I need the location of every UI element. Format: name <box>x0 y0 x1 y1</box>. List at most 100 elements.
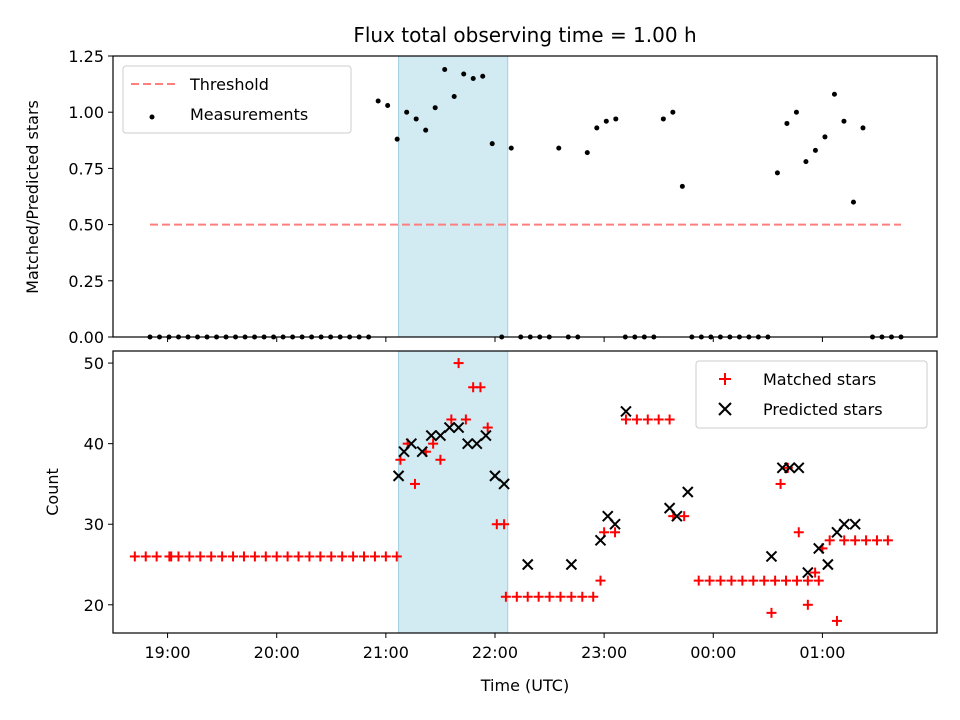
matched-star-point <box>770 575 781 586</box>
matched-star-point <box>653 414 664 425</box>
matched-star-point <box>173 551 184 562</box>
matched-star-point <box>460 414 471 425</box>
bottom-x-ticks: 19:00 20:00 21:00 22:00 23:00 00:00 01:00 <box>145 633 845 662</box>
measurement-point <box>461 71 467 77</box>
measurement-point <box>660 116 666 122</box>
predicted-star-point <box>443 421 456 434</box>
y-tick-label: 50 <box>84 354 104 373</box>
matched-star-point <box>446 414 457 425</box>
measurement-point <box>860 125 866 131</box>
bottom-legend-box <box>695 360 928 429</box>
predicted-star-point <box>498 478 510 490</box>
matched-star-point <box>824 535 835 546</box>
matched-star-point <box>359 551 370 562</box>
measurement-point <box>603 118 609 124</box>
y-tick-label: 30 <box>84 515 104 534</box>
matched-star-point <box>693 575 704 586</box>
matched-star-point <box>499 519 510 530</box>
legend-matched-label: Matched stars <box>763 370 876 389</box>
matched-star-point <box>588 591 599 602</box>
matched-star-point <box>566 591 577 602</box>
matched-star-point <box>140 551 151 562</box>
measurement-point <box>679 183 685 189</box>
matched-star-point <box>500 591 511 602</box>
predicted-star-point <box>671 510 683 522</box>
bottom-y-ticks: 20 30 40 50 <box>84 354 113 615</box>
matched-star-point <box>511 591 522 602</box>
predicted-star-point <box>416 446 428 458</box>
matched-star-point <box>184 551 195 562</box>
matched-star-point <box>129 551 140 562</box>
matched-star-point <box>737 575 748 586</box>
matched-star-point <box>293 551 304 562</box>
measurement-points <box>147 66 904 340</box>
y-tick-label: 20 <box>84 596 104 615</box>
matched-star-point <box>260 551 271 562</box>
matched-star-point <box>151 551 162 562</box>
matched-star-point <box>238 551 249 562</box>
bottom-highlight-span <box>398 350 509 634</box>
matched-star-point <box>326 551 337 562</box>
matched-star-point <box>802 599 813 610</box>
top-legend: Threshold Measurements <box>122 65 352 134</box>
top-axes-frame <box>112 55 938 338</box>
matched-star-point <box>369 551 380 562</box>
measurement-point <box>584 150 590 156</box>
measurement-point <box>594 125 600 131</box>
matched-star-point <box>206 551 217 562</box>
measurement-point <box>556 145 562 151</box>
x-tick-label: 00:00 <box>690 643 736 662</box>
matched-star-point <box>453 358 464 369</box>
matched-star-point <box>435 454 446 465</box>
y-tick-label: 1.00 <box>68 103 104 122</box>
top-y-ticks: 0.00 0.25 0.50 0.75 1.00 1.25 <box>68 47 113 347</box>
y-tick-label: 0.50 <box>68 216 104 235</box>
matched-star-point <box>282 551 293 562</box>
measurement-point <box>784 120 790 126</box>
legend-threshold-label: Threshold <box>189 75 269 94</box>
measurement-point <box>822 134 828 140</box>
x-tick-label: 20:00 <box>254 643 300 662</box>
matched-star-point <box>871 535 882 546</box>
matched-star-point <box>791 575 802 586</box>
predicted-star-point <box>392 470 405 482</box>
matched-star-point <box>315 551 326 562</box>
y-tick-label: 1.25 <box>68 47 104 66</box>
matched-star-point <box>522 591 533 602</box>
legend-matched-swatch <box>719 373 731 385</box>
predicted-star-point <box>434 429 447 442</box>
matched-star-point <box>577 591 588 602</box>
measurement-point <box>793 109 799 115</box>
legend-measurements-swatch <box>149 114 155 120</box>
measurement-point <box>850 199 856 205</box>
matched-star-point <box>781 575 792 586</box>
predicted-star-points <box>392 405 861 579</box>
predicted-star-point <box>822 558 834 571</box>
measurement-point <box>432 105 438 111</box>
matched-star-point <box>304 551 315 562</box>
top-x-ticks <box>167 337 823 342</box>
matched-star-point <box>861 535 872 546</box>
bottom-panel: 20 30 40 50 19:00 20:00 21:00 22:00 23:00 00:00 0… <box>43 350 938 695</box>
measurement-point <box>613 116 619 122</box>
measurement-point <box>480 73 486 79</box>
matched-star-point <box>271 551 282 562</box>
predicted-star-point <box>765 550 778 563</box>
matched-star-point <box>482 422 493 433</box>
measurement-point <box>404 109 410 115</box>
measurement-point <box>774 170 780 176</box>
matched-star-point <box>715 575 726 586</box>
y-tick-label: 40 <box>84 435 104 454</box>
predicted-star-point <box>471 437 483 450</box>
predicted-star-point <box>620 405 632 418</box>
bottom-y-axis-label: Count <box>43 468 62 516</box>
predicted-star-point <box>522 558 534 571</box>
predicted-star-point <box>783 462 796 474</box>
measurement-point <box>375 98 381 104</box>
predicted-star-point <box>425 429 438 442</box>
bottom-x-axis-label: Time (UTC) <box>480 676 569 695</box>
predicted-star-point <box>682 486 694 498</box>
matched-star-point <box>759 575 770 586</box>
matched-star-point <box>391 551 402 562</box>
matched-star-points <box>129 358 893 626</box>
